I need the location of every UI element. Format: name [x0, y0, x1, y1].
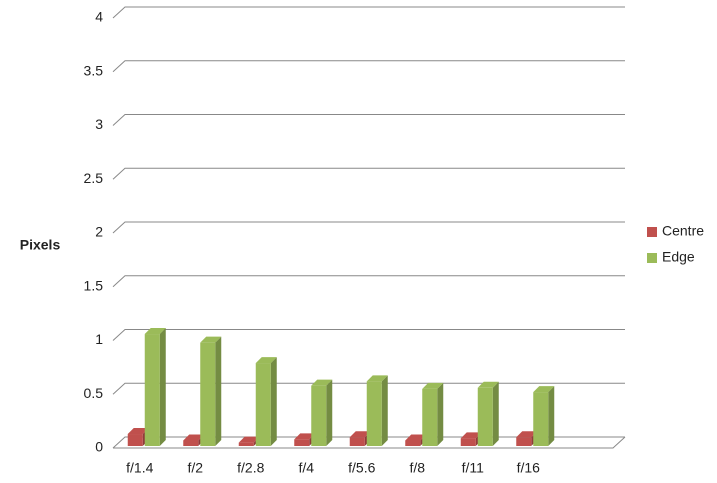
floor-edge	[113, 436, 626, 449]
legend-swatch	[647, 253, 657, 263]
x-tick-label: f/4	[298, 460, 314, 476]
bar	[460, 438, 476, 446]
bar-top	[144, 328, 166, 335]
grid-line	[112, 275, 625, 288]
bar-top	[238, 436, 260, 443]
grid-line	[112, 329, 625, 341]
legend-label: Edge	[662, 249, 695, 265]
y-tick-label: 1	[95, 331, 103, 347]
bar-top	[460, 432, 482, 439]
y-tick-label: 0	[95, 439, 103, 455]
bar	[311, 385, 327, 446]
bar	[255, 363, 271, 446]
bar-top	[405, 434, 427, 441]
bar	[422, 388, 438, 446]
bar-top	[311, 379, 333, 386]
bar	[200, 342, 216, 446]
bar-side	[215, 336, 222, 446]
x-tick-label: f/16	[517, 460, 541, 476]
bar	[238, 442, 254, 446]
x-tick-label: f/1.4	[126, 460, 153, 476]
bar-top	[255, 357, 277, 364]
bar-side	[159, 328, 166, 446]
y-tick-label: 1.5	[84, 277, 104, 293]
bar	[349, 437, 365, 446]
x-tick-label: f/5.6	[348, 460, 375, 476]
y-tick-label: 3	[95, 116, 103, 132]
grid-line	[112, 436, 625, 449]
legend-swatch	[647, 227, 657, 237]
bar-top	[127, 428, 149, 435]
bar-top	[294, 433, 316, 440]
bar-top	[366, 375, 388, 382]
bar	[144, 334, 160, 446]
bar	[516, 437, 532, 446]
bar-side	[548, 386, 555, 446]
bar	[127, 434, 143, 446]
bar-top	[183, 434, 205, 441]
grid-line	[112, 6, 625, 19]
bar-side	[270, 357, 277, 446]
bar	[533, 392, 549, 446]
bar-top	[516, 431, 538, 438]
x-tick-label: f/11	[462, 460, 485, 476]
grid-line	[112, 382, 625, 395]
bar-top	[422, 382, 444, 389]
bar-side	[437, 382, 444, 446]
bar-side	[381, 375, 388, 446]
bar-top	[533, 386, 555, 393]
y-tick-label: 3.5	[84, 62, 104, 78]
bar	[294, 439, 310, 446]
x-tick-label: f/2.8	[237, 460, 264, 476]
grid-line	[112, 167, 625, 180]
grid-line	[112, 114, 625, 126]
bar	[405, 440, 421, 446]
bar	[366, 381, 382, 446]
y-tick-label: 0.5	[84, 385, 104, 401]
bar	[183, 440, 199, 446]
y-tick-label: 4	[95, 9, 103, 25]
bar-top	[200, 336, 222, 343]
y-axis-label: Pixels	[20, 237, 61, 253]
x-tick-label: f/2	[187, 460, 203, 476]
bar	[477, 387, 493, 446]
x-tick-label: f/8	[409, 460, 425, 476]
bar-side	[492, 381, 499, 446]
bar-top	[349, 431, 371, 438]
y-tick-label: 2.5	[84, 170, 104, 186]
bar-top	[477, 381, 499, 388]
grid-line	[112, 221, 625, 234]
y-tick-label: 2	[95, 224, 103, 240]
legend-label: Centre	[662, 223, 704, 239]
grid-line	[112, 60, 625, 73]
bar-side	[326, 379, 333, 446]
